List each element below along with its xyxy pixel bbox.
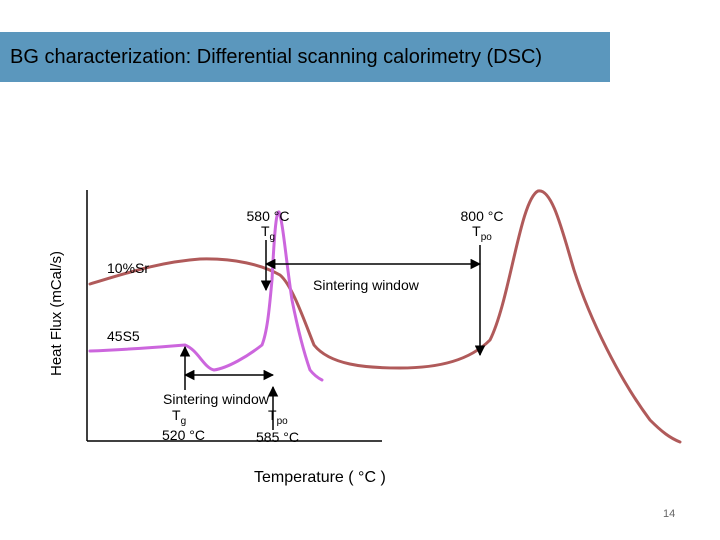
slide-title: BG characterization: Differential scanni… [10,45,543,68]
title-bar: BG characterization: Differential scanni… [0,32,610,82]
x-axis-label: Temperature ( °C ) [254,469,386,486]
series-45s5-label: 45S5 [107,328,140,344]
tpo-10sr-label: 800 °C Tpo [452,209,512,245]
window-45s5-label: Sintering window [163,391,269,407]
tg-45s5-temp: 520 °C [162,427,205,443]
page-number: 14 [663,508,676,520]
tg-10sr-symbol: Tg [260,223,276,243]
series-10sr-label: 10%Sr [107,260,150,276]
tpo-10sr-temp: 800 °C [460,208,504,224]
tpo-45s5-temp: 585 °C [256,429,299,445]
series-10sr-line [88,189,682,444]
series-45s5-line [88,210,324,382]
window-10sr-label: Sintering window [313,277,419,293]
tg-10sr-temp: 580 °C [246,208,290,224]
tpo-45s5-symbol: Tpo [268,407,288,427]
tpo-10sr-symbol: Tpo [472,223,492,243]
tg-45s5-symbol: Tg [172,407,187,427]
tg-10sr-label: 580 °C Tg [238,209,298,245]
